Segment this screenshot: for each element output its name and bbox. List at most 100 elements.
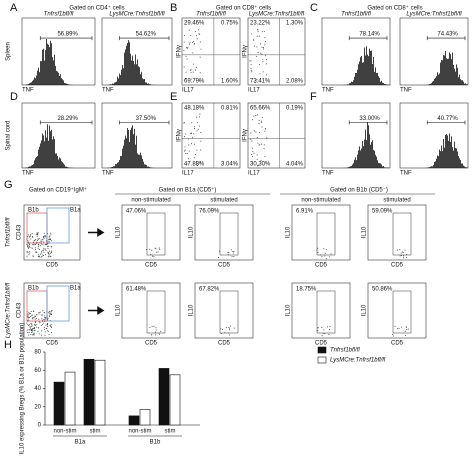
event-dot (197, 128, 199, 130)
panel-title: Gated on CD8⁺ cells (216, 5, 271, 12)
event-dot (257, 29, 259, 31)
x-axis-label: IL17 (182, 88, 194, 94)
event-dot (42, 249, 44, 251)
y-tick-label: 40 (34, 386, 41, 392)
quadrant-value: 69.79% (184, 79, 205, 85)
event-dot (401, 251, 403, 253)
event-dot (192, 63, 194, 65)
gate-value: 54.62% (136, 32, 157, 38)
gate-bar (119, 120, 170, 125)
event-dot (35, 238, 37, 240)
quadrant-value: 1.30% (286, 21, 304, 27)
event-dot (48, 253, 50, 255)
event-dot (258, 35, 260, 37)
event-dot (192, 52, 194, 54)
event-dot (42, 254, 44, 256)
event-dot (51, 250, 53, 252)
plot-header: Tnfrsf1bfl/fl (341, 12, 371, 18)
event-dot (39, 311, 41, 313)
bar (83, 358, 95, 426)
panel-letter: B (170, 2, 177, 14)
histogram (22, 124, 82, 168)
gate (219, 290, 239, 334)
event-dot (42, 314, 44, 316)
x-axis-label: CD5 (315, 263, 328, 269)
y-axis-label: IL10 (189, 226, 195, 238)
event-dot (35, 251, 37, 253)
event-dot (44, 236, 46, 238)
event-dot (186, 152, 188, 154)
quadrant-value: 0.81% (221, 106, 239, 112)
arrow (88, 228, 105, 237)
gate-label: B1a (70, 208, 81, 214)
bar (158, 368, 170, 426)
event-dot (257, 114, 259, 116)
event-dot (256, 35, 258, 37)
x-axis-label: TNF (400, 171, 412, 177)
plot-frame (194, 204, 254, 261)
event-dot (40, 250, 42, 252)
y-axis-label: IL10 expressing Bregs (% B1a or B1b popu… (20, 323, 26, 454)
event-dot (47, 248, 49, 250)
event-dot (47, 319, 49, 321)
event-dot (185, 133, 187, 135)
event-dot (258, 131, 260, 133)
event-dot (233, 250, 235, 252)
plot-frame (121, 282, 181, 339)
event-dot (250, 138, 252, 140)
event-dot (233, 255, 235, 257)
x-axis-label: IL17 (248, 171, 260, 177)
event-dot (47, 322, 49, 324)
event-dot (228, 327, 230, 329)
row-label: Spinal cord (6, 120, 12, 150)
event-dot (32, 236, 34, 238)
event-dot (233, 327, 235, 329)
event-dot (188, 138, 190, 140)
event-dot (153, 256, 155, 258)
event-dot (30, 238, 32, 240)
event-dot (46, 244, 48, 246)
event-dot (49, 235, 51, 237)
event-dot (185, 71, 187, 73)
event-dot (253, 152, 255, 154)
x-tick-label: non-stim (53, 429, 76, 435)
histogram (416, 133, 468, 168)
event-dot (26, 322, 28, 324)
gate-b1a (46, 207, 70, 244)
event-dot (50, 234, 52, 236)
event-dot (49, 316, 51, 318)
event-dot (50, 246, 52, 248)
event-dot (200, 140, 202, 142)
bar (169, 374, 181, 426)
y-axis-label: CD43 (17, 302, 23, 318)
event-dot (196, 160, 198, 162)
event-dot (33, 332, 35, 334)
event-dot (199, 113, 201, 115)
event-dot (190, 78, 192, 80)
event-dot (251, 119, 253, 121)
event-dot (195, 66, 197, 68)
event-dot (31, 323, 33, 325)
event-dot (38, 327, 40, 329)
event-dot (261, 31, 263, 33)
y-tick-label: 20 (34, 404, 41, 410)
event-dot (185, 55, 187, 57)
event-dot (36, 314, 38, 316)
event-dot (31, 324, 33, 326)
event-dot (26, 329, 28, 331)
event-dot (258, 122, 260, 124)
event-dot (264, 44, 266, 46)
event-dot (151, 249, 153, 251)
event-dot (159, 248, 161, 250)
event-dot (28, 331, 30, 333)
bar (94, 359, 106, 426)
event-dot (30, 322, 32, 324)
event-dot (316, 249, 318, 251)
event-dot (184, 136, 186, 138)
event-dot (260, 120, 262, 122)
event-dot (31, 329, 33, 331)
event-dot (43, 312, 45, 314)
event-dot (256, 136, 258, 138)
event-dot (186, 163, 188, 165)
